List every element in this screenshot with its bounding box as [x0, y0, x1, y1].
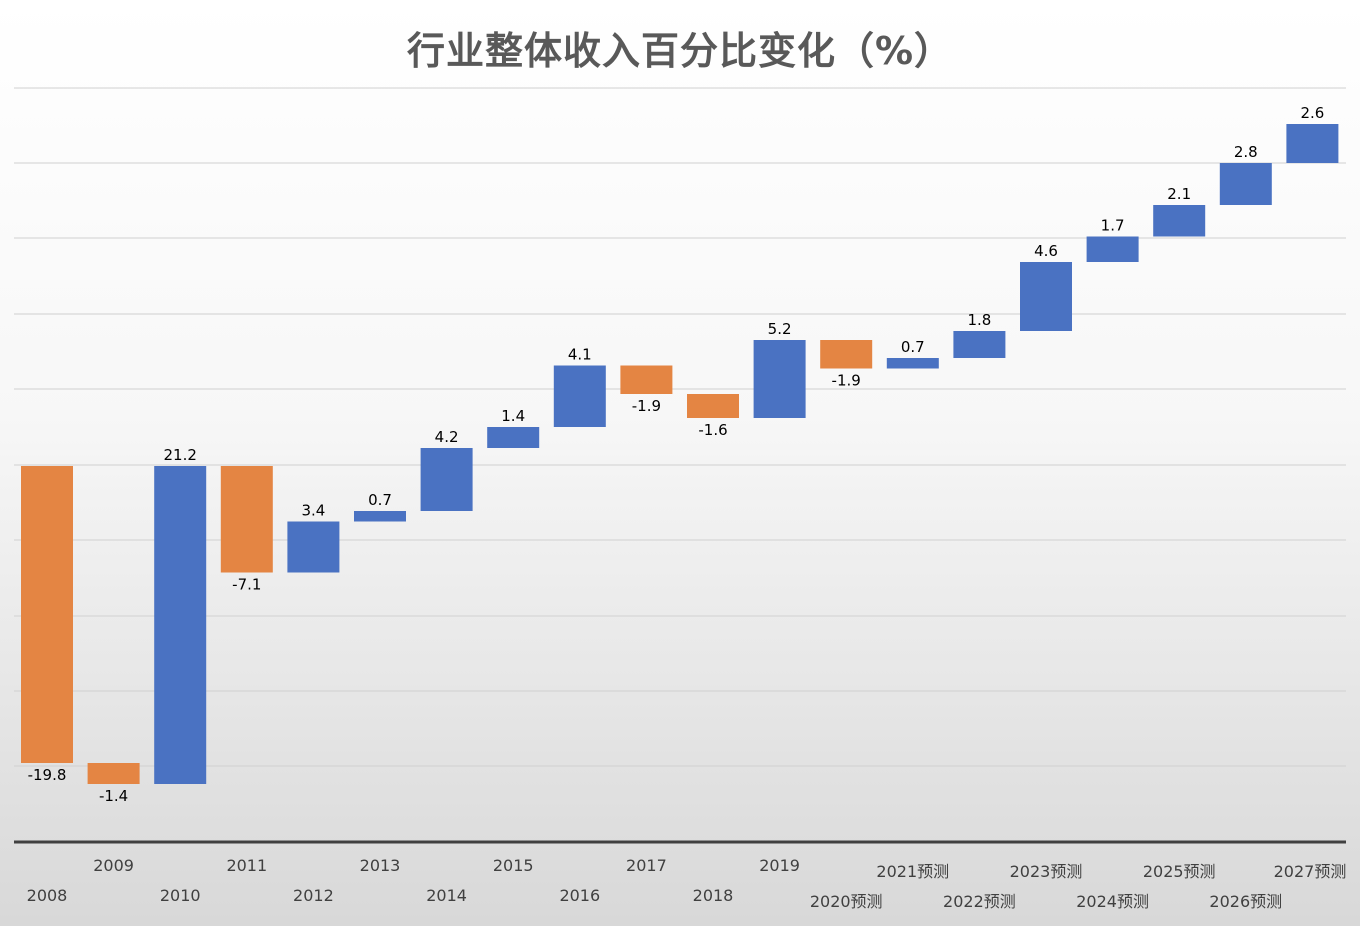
bar-2009	[87, 763, 140, 784]
value-label-2024预测: 1.7	[1101, 217, 1125, 235]
value-label-2021预测: 0.7	[901, 338, 925, 356]
x-tick-label-2018: 2018	[693, 886, 734, 905]
x-tick-label-2010: 2010	[160, 886, 201, 905]
bar-2026预测	[1219, 163, 1272, 205]
x-tick-label-2011: 2011	[226, 856, 267, 875]
bar-2023预测	[1020, 262, 1072, 331]
x-tick-label-2009: 2009	[93, 856, 134, 875]
bar-2008	[21, 466, 73, 763]
value-label-2013: 0.7	[368, 491, 392, 509]
value-label-2025预测: 2.1	[1167, 185, 1191, 203]
x-tick-label-2016: 2016	[559, 886, 600, 905]
x-tick-label-2014: 2014	[426, 886, 467, 905]
value-label-2026预测: 2.8	[1234, 143, 1258, 161]
chart-title: 行业整体收入百分比变化（%）	[406, 29, 954, 73]
x-tick-label-2008: 2008	[27, 886, 68, 905]
bar-2012	[287, 521, 340, 573]
bar-2014	[420, 448, 473, 511]
value-label-2012: 3.4	[301, 502, 325, 520]
bar-2021预测	[886, 358, 939, 369]
x-tick-label-2013: 2013	[360, 856, 401, 875]
value-label-2014: 4.2	[435, 428, 459, 446]
value-label-2027预测: 2.6	[1300, 104, 1324, 122]
value-label-2022预测: 1.8	[967, 311, 991, 329]
value-label-2009: -1.4	[99, 787, 128, 805]
value-label-2011: -7.1	[232, 576, 261, 594]
value-label-2008: -19.8	[28, 766, 67, 784]
x-tick-label-2023预测: 2023预测	[1010, 862, 1083, 881]
x-tick-label-2025预测: 2025预测	[1143, 862, 1216, 881]
x-tick-label-2024预测: 2024预测	[1076, 892, 1149, 911]
x-tick-label-2019: 2019	[759, 856, 800, 875]
bar-2011	[220, 466, 273, 573]
x-tick-label-2015: 2015	[493, 856, 534, 875]
value-label-2023预测: 4.6	[1034, 242, 1058, 260]
bar-2022预测	[953, 331, 1006, 358]
bar-2020预测	[820, 340, 873, 369]
x-tick-label-2020预测: 2020预测	[810, 892, 883, 911]
value-label-2010: 21.2	[163, 446, 196, 464]
x-tick-label-2012: 2012	[293, 886, 334, 905]
bar-2025预测	[1153, 205, 1206, 237]
value-label-2018: -1.6	[698, 421, 727, 439]
bar-2019	[753, 340, 806, 418]
bar-2017	[620, 365, 673, 394]
x-tick-label-2027预测: 2027预测	[1274, 862, 1347, 881]
x-tick-label-2026预测: 2026预测	[1209, 892, 1282, 911]
bar-2027预测	[1286, 124, 1339, 163]
bar-2024预测	[1086, 236, 1139, 262]
value-label-2020预测: -1.9	[832, 372, 861, 390]
value-label-2016: 4.1	[568, 346, 592, 364]
bar-2010	[154, 466, 207, 784]
bar-2018	[687, 394, 739, 418]
value-label-2015: 1.4	[501, 407, 525, 425]
bar-2016	[553, 365, 606, 427]
bar-2015	[487, 427, 540, 448]
bar-2013	[354, 511, 406, 522]
x-tick-label-2022预测: 2022预测	[943, 892, 1016, 911]
value-label-2017: -1.9	[632, 397, 661, 415]
x-tick-label-2017: 2017	[626, 856, 667, 875]
value-label-2019: 5.2	[768, 320, 792, 338]
x-tick-label-2021预测: 2021预测	[876, 862, 949, 881]
